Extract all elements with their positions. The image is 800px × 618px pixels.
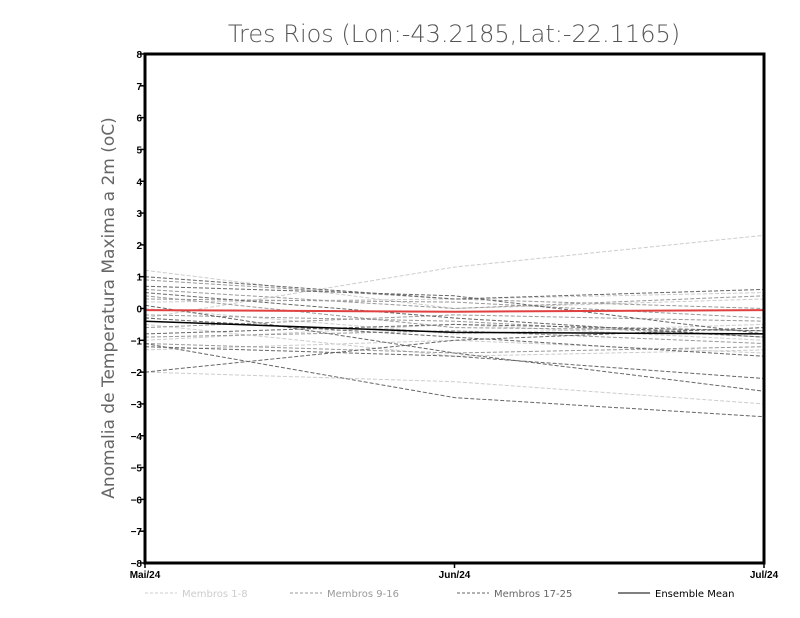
series-line-23	[144, 317, 765, 357]
series-line-21	[144, 292, 765, 338]
y-axis-ticks: −8 −7 −6 −5 −4 −3 −2 −1 0 1 2 3 4 5 6 7 8	[131, 50, 145, 570]
y-tick-label: −3	[131, 400, 143, 411]
y-tick-label: −8	[131, 559, 143, 570]
series-line-10	[144, 330, 765, 344]
y-tick-label: 2	[136, 241, 142, 252]
series-line-26	[144, 309, 765, 313]
y-tick-label: 1	[136, 273, 142, 284]
y-tick-label: 6	[136, 114, 142, 125]
series-line-19	[144, 285, 765, 335]
series-line-13	[144, 279, 765, 309]
y-tick-label: 7	[136, 82, 142, 93]
y-tick-label: −5	[131, 464, 143, 475]
series-line-3	[144, 269, 765, 310]
x-tick-label: Mai/24	[130, 570, 161, 581]
y-tick-label: 3	[136, 209, 142, 220]
series-line-9	[144, 288, 765, 310]
y-tick-label: 5	[136, 145, 142, 156]
y-tick-label: −7	[131, 527, 143, 538]
legend-label-g1: Membros 1-8	[182, 589, 248, 600]
y-tick-label: 8	[136, 50, 142, 61]
y-tick-label: −4	[131, 432, 143, 443]
x-tick-label: Jul/24	[750, 570, 779, 581]
y-tick-label: 4	[136, 177, 142, 188]
series-line-24	[144, 304, 765, 392]
series-line-11	[144, 298, 765, 319]
plot-frame	[143, 52, 766, 565]
series-line-15	[144, 295, 765, 332]
legend-label-g3: Membros 17-25	[494, 589, 572, 600]
chart-title: Tres Rios (Lon:-43.2185,Lat:-22.1165)	[228, 20, 680, 48]
series-layer	[144, 234, 765, 418]
y-tick-label: −6	[131, 495, 143, 506]
y-tick-label: 0	[136, 305, 142, 316]
series-line-16	[144, 314, 765, 329]
x-tick-label: Jun/24	[439, 570, 471, 581]
series-line-20	[144, 327, 765, 373]
legend-label-g2: Membros 9-16	[327, 589, 399, 600]
legend: Membros 1-8 Membros 9-16 Membros 17-25 Ense…	[145, 589, 734, 600]
series-line-25	[144, 323, 765, 335]
legend-label-mean: Ensemble Mean	[655, 589, 734, 600]
series-line-2	[144, 371, 765, 405]
series-line-27	[144, 320, 765, 335]
y-axis-label: Anomalia de Temperatura Maxima a 2m (oC)	[99, 117, 119, 499]
series-line-22	[144, 346, 765, 379]
series-line-14	[144, 343, 765, 354]
y-tick-label: −1	[131, 336, 143, 347]
series-line-17	[144, 276, 765, 300]
x-axis-ticks: Mai/24 Jun/24 Jul/24	[130, 563, 779, 581]
y-tick-label: −2	[131, 368, 143, 379]
